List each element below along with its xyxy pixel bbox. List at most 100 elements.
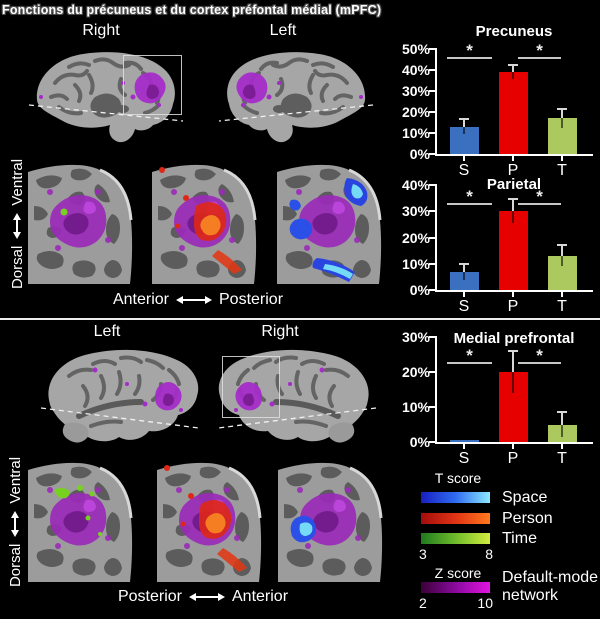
x-category-label: P bbox=[507, 298, 519, 315]
significance-line bbox=[447, 362, 492, 364]
error-bar bbox=[512, 72, 514, 80]
bar-chart-medial-prefrontal: Medial prefrontal 0% 10% 20% 30% S P T * * bbox=[390, 322, 600, 470]
x-tick bbox=[561, 156, 563, 161]
axis-start-label: Anterior bbox=[112, 291, 169, 308]
person-label: Person bbox=[502, 510, 553, 527]
x-tick bbox=[512, 156, 514, 161]
y-tick bbox=[429, 262, 437, 265]
axis-end-label: Ventral bbox=[6, 456, 24, 504]
error-bar bbox=[561, 245, 563, 256]
y-tick bbox=[429, 289, 437, 291]
top-dorsal-ventral-label: Dorsal Ventral bbox=[8, 139, 26, 309]
y-tick bbox=[429, 236, 437, 239]
panel-divider bbox=[0, 318, 600, 320]
bar-S bbox=[449, 271, 479, 290]
significance-line bbox=[518, 57, 561, 59]
error-bar bbox=[463, 126, 465, 135]
x-category-label: T bbox=[557, 450, 567, 467]
y-axis bbox=[435, 49, 437, 154]
y-tick bbox=[429, 69, 437, 71]
x-tick bbox=[463, 156, 465, 161]
error-bar bbox=[561, 118, 563, 128]
legend: T score Space Person Time 3 8 Z score De… bbox=[390, 462, 600, 619]
error-bar-cap bbox=[459, 262, 469, 265]
error-bar bbox=[561, 412, 563, 425]
axis-end-label: Posterior bbox=[219, 291, 284, 308]
t-score-label: T score bbox=[434, 470, 482, 486]
time-label: Time bbox=[502, 530, 537, 547]
z-score-scale: 2 10 bbox=[419, 595, 493, 611]
bar-chart-precuneus: Precuneus 0% 10% 20% 30% 40% 50% S P T * * bbox=[390, 20, 600, 179]
x-axis bbox=[435, 154, 593, 156]
error-bar-cap bbox=[557, 244, 567, 247]
y-tick bbox=[429, 111, 437, 113]
error-bar-cap bbox=[557, 107, 567, 110]
error-bar bbox=[463, 263, 465, 272]
y-tick bbox=[429, 184, 437, 186]
significance-line bbox=[518, 203, 561, 205]
y-tick-label: 40% bbox=[401, 177, 430, 193]
y-tick-label: 30% bbox=[401, 83, 430, 99]
double-arrow-icon bbox=[11, 510, 19, 537]
x-category-label: S bbox=[458, 162, 470, 179]
error-bar bbox=[512, 64, 514, 73]
y-axis bbox=[435, 337, 437, 442]
significance-asterisk: * bbox=[466, 41, 473, 60]
bar-chart-parietal: Parietal 0% 10% 20% 30% 40% S P T * * bbox=[390, 172, 600, 320]
axis-start-label: Dorsal bbox=[8, 245, 26, 290]
y-tick-label: 0% bbox=[409, 434, 430, 450]
y-tick bbox=[429, 371, 437, 373]
t-score-min: 3 bbox=[419, 546, 427, 562]
x-tick bbox=[463, 444, 465, 449]
top-zoom-panel-space bbox=[277, 162, 383, 287]
axis-end-label: Anterior bbox=[232, 588, 289, 605]
x-axis bbox=[435, 290, 593, 292]
y-tick-label: 20% bbox=[401, 229, 430, 246]
bottom-zoom-panel-time bbox=[28, 460, 134, 585]
y-tick-label: 0% bbox=[409, 146, 430, 162]
axis-start-label: Posterior bbox=[117, 588, 182, 605]
top-hemisphere-label-left: Left bbox=[269, 22, 297, 39]
y-tick-label: 20% bbox=[401, 364, 430, 380]
bottom-posterior-anterior-label: Posterior Anterior bbox=[83, 588, 323, 606]
x-category-label: S bbox=[458, 450, 470, 467]
error-bar bbox=[512, 211, 514, 224]
x-tick bbox=[561, 292, 563, 297]
z-score-label: Z score bbox=[434, 565, 482, 581]
x-tick bbox=[512, 292, 514, 297]
top-zoom-panel-time bbox=[28, 162, 134, 287]
x-category-label: T bbox=[557, 298, 567, 315]
significance-line bbox=[518, 362, 561, 364]
x-category-label: T bbox=[557, 162, 567, 179]
t-score-max: 8 bbox=[485, 546, 493, 562]
bottom-roi-box bbox=[222, 356, 280, 418]
space-label: Space bbox=[502, 489, 548, 506]
bar-P bbox=[498, 72, 528, 154]
significance-asterisk: * bbox=[536, 41, 543, 60]
bottom-brain-row bbox=[0, 340, 390, 460]
chart-title: Medial prefrontal bbox=[453, 330, 575, 347]
chart-title: Precuneus bbox=[475, 23, 553, 40]
error-bar bbox=[463, 119, 465, 127]
bottom-dorsal-ventral-label: Dorsal Ventral bbox=[6, 437, 24, 607]
error-bar bbox=[463, 271, 465, 280]
y-tick-label: 30% bbox=[401, 203, 430, 220]
y-tick bbox=[429, 132, 437, 134]
y-tick bbox=[429, 90, 437, 92]
x-tick bbox=[463, 292, 465, 297]
error-bar bbox=[561, 108, 563, 119]
default-mode-label-line2: network bbox=[502, 587, 559, 605]
y-tick bbox=[429, 441, 437, 443]
default-mode-colorbar bbox=[421, 582, 490, 593]
y-tick-label: 10% bbox=[401, 399, 430, 415]
bar-S bbox=[449, 440, 479, 442]
significance-line bbox=[447, 203, 492, 205]
person-colorbar bbox=[421, 513, 490, 524]
x-tick bbox=[561, 444, 563, 449]
double-arrow-icon bbox=[13, 212, 21, 239]
significance-asterisk: * bbox=[536, 187, 543, 206]
significance-asterisk: * bbox=[536, 346, 543, 365]
chart-title: Parietal bbox=[486, 176, 542, 193]
top-roi-box bbox=[123, 55, 182, 115]
double-arrow-icon bbox=[176, 296, 212, 304]
